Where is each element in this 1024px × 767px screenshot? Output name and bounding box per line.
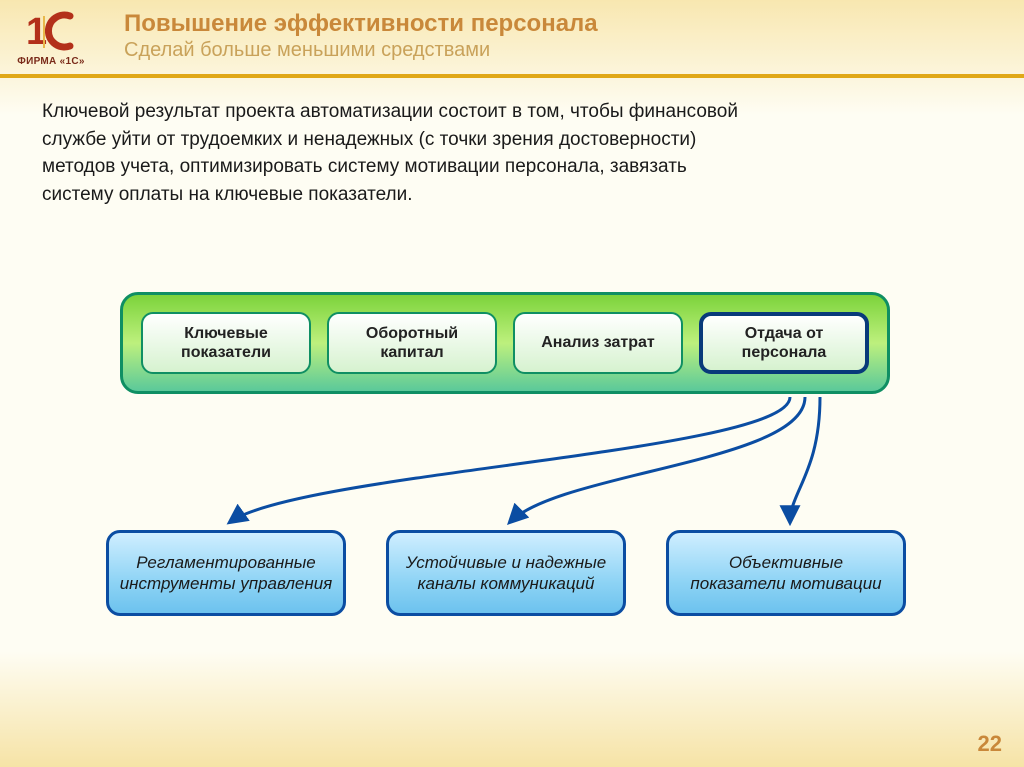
logo-1c: 1 ФИРМА «1С» (8, 6, 94, 67)
slide-content: Ключевой результат проекта автоматизации… (20, 92, 1004, 732)
green-panel: Ключевые показатели Оборотный капитал Ан… (120, 292, 890, 394)
body-paragraph: Ключевой результат проекта автоматизации… (20, 92, 780, 208)
title-block: Повышение эффективности персонала Сделай… (94, 6, 598, 62)
blue-box-instruments: Регламентированные инструменты управлени… (106, 530, 346, 616)
green-box-cost-analysis: Анализ затрат (513, 312, 683, 374)
green-box-working-capital: Оборотный капитал (327, 312, 497, 374)
page-number: 22 (978, 731, 1002, 757)
page-title: Повышение эффективности персонала (124, 10, 598, 38)
green-box-key-indicators: Ключевые показатели (141, 312, 311, 374)
logo-caption: ФИРМА «1С» (8, 56, 94, 67)
blue-box-channels: Устойчивые и надежные каналы коммуникаци… (386, 530, 626, 616)
slide-header: 1 ФИРМА «1С» Повышение эффективности пер… (0, 0, 1024, 78)
green-box-personnel-return: Отдача от персонала (699, 312, 869, 374)
blue-box-motivation: Объективные показатели мотивации (666, 530, 906, 616)
logo-1c-icon: 1 (22, 8, 80, 54)
page-subtitle: Сделай больше меньшими средствами (124, 38, 598, 62)
